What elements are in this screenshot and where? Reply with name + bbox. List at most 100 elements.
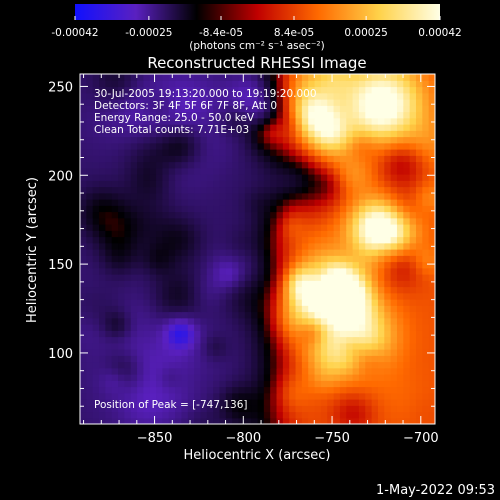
heatmap-pixel (415, 149, 423, 156)
heatmap-pixel (137, 280, 144, 288)
heatmap-pixel (276, 111, 284, 119)
heatmap-pixel (149, 199, 157, 206)
heatmap-pixel (333, 374, 341, 381)
heatmap-pixel (200, 255, 208, 263)
heatmap-pixel (333, 367, 341, 375)
heatmap-pixel (415, 399, 423, 406)
heatmap-pixel (187, 205, 195, 213)
heatmap-pixel (422, 167, 430, 175)
heatmap-pixel (270, 155, 278, 163)
heatmap-pixel (213, 136, 221, 144)
heatmap-pixel (244, 242, 252, 250)
heatmap-pixel (244, 149, 252, 156)
heatmap-pixel (175, 230, 183, 238)
heatmap-pixel (156, 261, 164, 269)
heatmap-pixel (415, 224, 423, 231)
heatmap-pixel (295, 86, 303, 94)
heatmap-pixel (86, 236, 94, 244)
heatmap-pixel (149, 405, 157, 413)
heatmap-pixel (282, 361, 290, 369)
heatmap-pixel (339, 267, 347, 275)
heatmap-pixel (333, 405, 341, 413)
heatmap-pixel (80, 292, 87, 300)
heatmap-pixel (143, 74, 151, 81)
heatmap-pixel (244, 374, 252, 381)
heatmap-pixel (422, 317, 430, 325)
heatmap-pixel (130, 230, 138, 238)
heatmap-pixel (358, 242, 366, 250)
heatmap-pixel (99, 392, 106, 400)
heatmap-pixel (396, 317, 404, 325)
heatmap-pixel (365, 236, 373, 244)
heatmap-pixel (137, 311, 144, 319)
heatmap-pixel (181, 205, 189, 213)
heatmap-pixel (149, 330, 157, 338)
heatmap-pixel (308, 74, 316, 81)
heatmap-pixel (111, 336, 119, 344)
heatmap-pixel (422, 142, 430, 150)
heatmap-pixel (206, 74, 214, 81)
heatmap-pixel (130, 249, 138, 256)
heatmap-pixel (187, 411, 195, 419)
heatmap-pixel (377, 130, 385, 138)
heatmap-pixel (225, 136, 233, 144)
heatmap-pixel (232, 336, 240, 344)
heatmap-pixel (92, 267, 100, 275)
heatmap-pixel (244, 86, 252, 94)
heatmap-pixel (333, 311, 341, 319)
heatmap-pixel (80, 199, 87, 206)
heatmap-pixel (111, 86, 119, 94)
heatmap-pixel (149, 124, 157, 131)
heatmap-pixel (232, 305, 240, 313)
heatmap-pixel (149, 205, 157, 213)
heatmap-pixel (130, 261, 138, 269)
heatmap-pixel (371, 399, 379, 406)
heatmap-pixel (365, 167, 373, 175)
heatmap-pixel (181, 124, 189, 131)
heatmap-pixel (225, 305, 233, 313)
heatmap-pixel (206, 242, 214, 250)
heatmap-pixel (244, 299, 252, 306)
heatmap-pixel (377, 80, 385, 88)
heatmap-pixel (371, 117, 379, 125)
heatmap-pixel (276, 355, 284, 363)
heatmap-pixel (200, 311, 208, 319)
heatmap-pixel (143, 380, 151, 388)
heatmap-pixel (118, 349, 125, 356)
heatmap-pixel (168, 405, 176, 413)
heatmap-pixel (263, 392, 271, 400)
heatmap-pixel (232, 149, 240, 156)
heatmap-pixel (282, 261, 290, 269)
heatmap-pixel (377, 336, 385, 344)
heatmap-pixel (390, 311, 398, 319)
heatmap-pixel (390, 399, 398, 406)
heatmap-pixel (403, 92, 411, 100)
heatmap-pixel (333, 336, 341, 344)
heatmap-pixel (156, 405, 164, 413)
heatmap-pixel (365, 230, 373, 238)
heatmap-pixel (263, 411, 271, 419)
heatmap-pixel (168, 317, 176, 325)
heatmap-pixel (213, 342, 221, 350)
heatmap-pixel (428, 111, 435, 119)
heatmap-pixel (270, 249, 278, 256)
heatmap-pixel (352, 355, 360, 363)
heatmap-pixel (238, 399, 246, 406)
heatmap-pixel (124, 86, 132, 94)
heatmap-pixel (339, 99, 347, 106)
heatmap-pixel (124, 324, 132, 331)
heatmap-pixel (86, 111, 94, 119)
heatmap-pixel (428, 405, 435, 413)
heatmap-pixel (80, 92, 87, 100)
heatmap-pixel (232, 367, 240, 375)
heatmap-pixel (181, 349, 189, 356)
heatmap-pixel (111, 211, 119, 219)
heatmap-pixel (371, 324, 379, 331)
heatmap-pixel (175, 374, 183, 381)
heatmap-pixel (270, 355, 278, 363)
heatmap-pixel (289, 324, 297, 331)
heatmap-pixel (251, 92, 259, 100)
heatmap-pixel (301, 86, 309, 94)
heatmap-pixel (86, 374, 94, 381)
heatmap-pixel (320, 205, 328, 213)
